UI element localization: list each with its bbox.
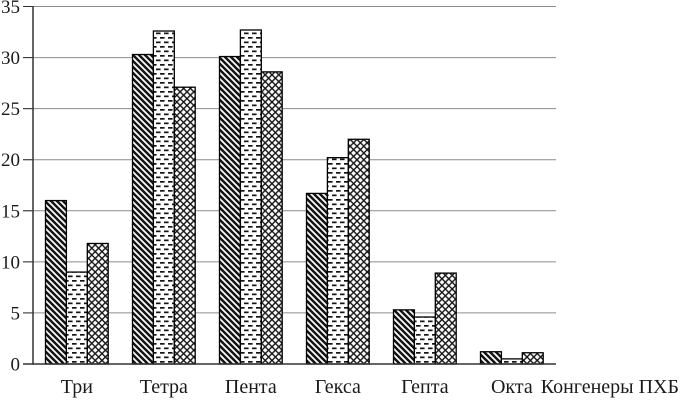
- bar-diagonal-hatch: [392, 309, 416, 365]
- y-tick-label: 0: [11, 355, 21, 376]
- y-tick-label: 30: [1, 48, 20, 69]
- bar-crosshatch: [173, 86, 196, 365]
- grid-layer: [23, 6, 556, 365]
- y-tick-label: 35: [1, 0, 20, 18]
- axis-layer: [23, 6, 556, 365]
- bar-crosshatch: [86, 242, 109, 365]
- bar-diagonal-hatch: [305, 192, 329, 365]
- bar-layer: [44, 29, 544, 365]
- bar-diagonal-hatch: [44, 199, 68, 365]
- x-axis-title: Конгенеры ПХБ: [541, 376, 679, 398]
- bar-horizontal-dashes: [65, 271, 88, 365]
- bar-diagonal-hatch: [479, 351, 503, 365]
- category-label: Тетра: [140, 376, 188, 398]
- bar-horizontal-dashes: [239, 29, 262, 365]
- y-tick-label: 5: [11, 303, 21, 324]
- y-tick-label: 25: [1, 99, 20, 120]
- category-label: Гекса: [315, 376, 361, 398]
- category-label: Гепта: [401, 376, 449, 398]
- category-label: Окта: [491, 376, 533, 398]
- bar-crosshatch: [521, 352, 544, 365]
- bar-horizontal-dashes: [500, 358, 523, 365]
- bar-crosshatch: [434, 272, 457, 365]
- label-layer: 0 5 10 15 20 25 30 35 Три Тетра Пента Гекса Гепта Окт…: [1, 0, 533, 398]
- bar-crosshatch: [260, 71, 283, 365]
- y-tick-label: 20: [1, 150, 20, 171]
- y-tick-label: 15: [1, 201, 20, 222]
- bar-horizontal-dashes: [152, 30, 175, 365]
- y-tick-label: 10: [1, 252, 20, 273]
- bar-diagonal-hatch: [131, 53, 155, 365]
- bar-horizontal-dashes: [413, 316, 436, 365]
- bar-horizontal-dashes: [326, 157, 349, 365]
- bar-diagonal-hatch: [218, 55, 242, 365]
- bar-crosshatch: [347, 138, 370, 365]
- category-label: Три: [61, 376, 93, 398]
- category-label: Пента: [225, 376, 277, 398]
